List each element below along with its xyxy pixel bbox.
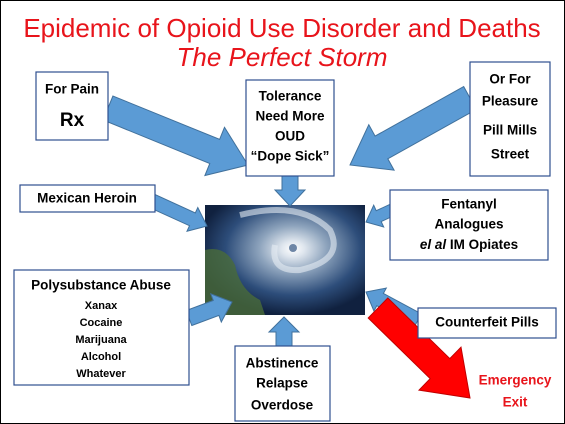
box-text: Or For [489, 72, 531, 87]
title: Epidemic of Opioid Use Disorder and Deat… [23, 13, 540, 43]
subtitle: The Perfect Storm [177, 42, 388, 72]
box-text: IM Opiates [450, 237, 518, 252]
italic-text: el al [420, 237, 447, 252]
box-text: Mexican Heroin [37, 191, 137, 206]
box-text: “Dope Sick” [251, 149, 330, 164]
box-text: Abstinence [246, 356, 319, 371]
box-text: Rx [60, 110, 85, 131]
box-text: Street [491, 147, 530, 162]
exit-text: Exit [503, 395, 528, 410]
box-item: Whatever [76, 368, 126, 380]
eye [289, 244, 297, 252]
box-text: Pill Mills [483, 123, 537, 138]
box-text: Overdose [251, 398, 314, 413]
box-text: Tolerance [259, 89, 322, 104]
box-text: Fentanyl [441, 197, 497, 212]
box-text: Pleasure [482, 94, 539, 109]
exit-text: Emergency [479, 373, 552, 388]
slide: Epidemic of Opioid Use Disorder and Deat… [0, 0, 565, 424]
storm-image [205, 205, 365, 315]
box-text: el al IM Opiates [420, 237, 518, 252]
box-item: Marijuana [75, 334, 127, 346]
box-item: Cocaine [80, 317, 123, 329]
box-text: Analogues [434, 217, 503, 232]
box-text: Relapse [256, 376, 308, 391]
box-text: For Pain [45, 82, 99, 97]
box-heading: Polysubstance Abuse [31, 278, 171, 293]
box-item: Xanax [85, 300, 118, 312]
box-text: Counterfeit Pills [435, 315, 539, 330]
box-text: Need More [255, 109, 325, 124]
box-item: Alcohol [81, 351, 121, 363]
box-text: OUD [275, 129, 305, 144]
